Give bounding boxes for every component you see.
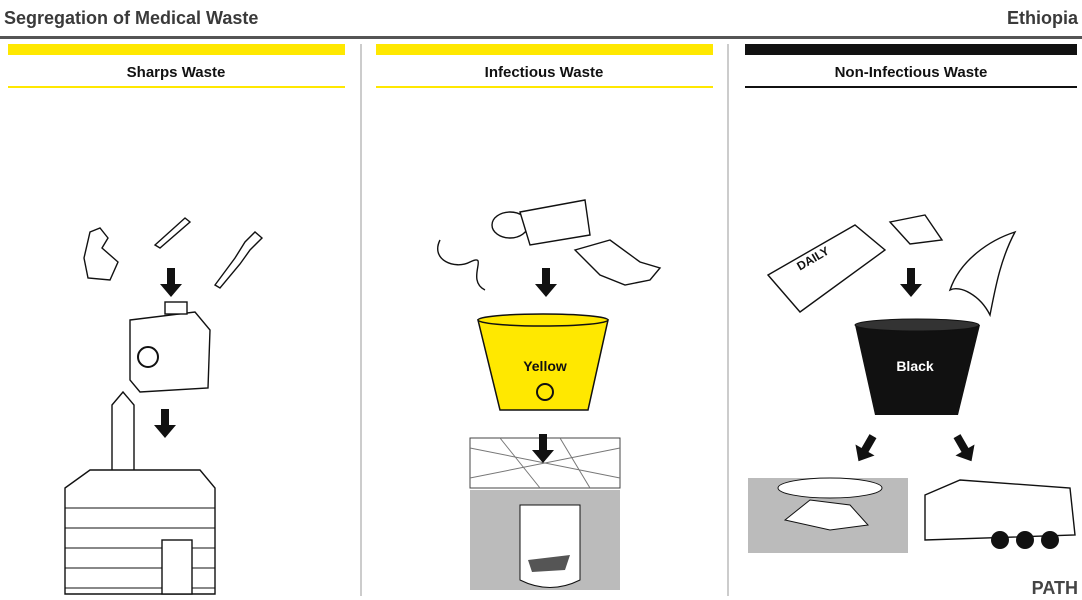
column-title: Infectious Waste [485, 64, 604, 81]
bin-label: Yellow [523, 358, 567, 374]
infectious-illustration: Yellow [438, 200, 660, 590]
column-bar [376, 44, 713, 55]
column-rule [745, 86, 1077, 88]
column-bar [745, 44, 1077, 55]
column-bar [8, 44, 345, 55]
bin-label: Black [896, 358, 934, 374]
non-infectious-illustration: DAILY Black [748, 215, 1075, 553]
column-rule [8, 86, 345, 88]
column-title: Sharps Waste [127, 64, 226, 81]
logo: PATH [1032, 578, 1078, 598]
header-rule [0, 36, 1082, 39]
poster: Segregation of Medical Waste Ethiopia Sh… [0, 0, 1082, 600]
poster-title: Segregation of Medical Waste [4, 8, 258, 28]
column-title: Non-Infectious Waste [835, 64, 988, 81]
sharps-illustration [65, 218, 262, 594]
country: Ethiopia [1007, 8, 1079, 28]
column-rule [376, 86, 713, 88]
